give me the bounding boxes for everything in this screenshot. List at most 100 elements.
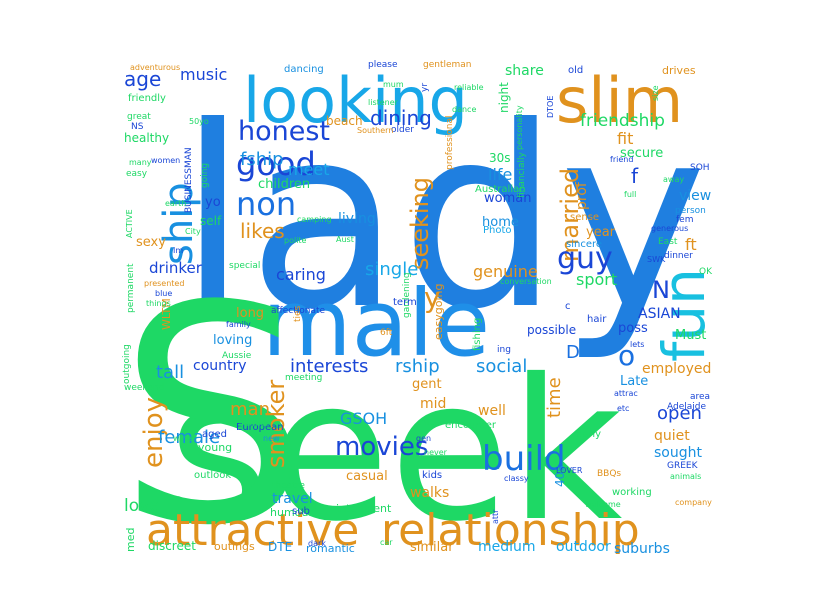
cloud-word-outdoor: outdoor [556,539,611,555]
cloud-word-wine: wine [173,434,192,443]
cloud-word-romantic: romantic [306,542,355,555]
cloud-word-possible: possible [527,323,576,337]
cloud-word-slim: slim [556,64,683,137]
cloud-word-young: young [198,441,232,454]
cloud-word-dark: dark [308,539,326,548]
cloud-word-never: never [424,448,448,457]
cloud-word-new: new [263,434,280,443]
cloud-word-rship: rship [395,356,440,377]
cloud-word-ft: ft [685,235,697,254]
cloud-word-loving: loving [213,333,252,348]
cloud-word-old: old [568,65,583,76]
cloud-word-meet: meet [288,160,330,179]
cloud-word-outgoing: outgoing [122,344,132,384]
cloud-word-im: Im [173,246,183,255]
cloud-word-woman: woman [484,191,531,206]
cloud-word-d: D [566,342,580,363]
cloud-word-dte: DTE [268,540,292,554]
cloud-word-gentleman: gentleman [423,60,472,70]
cloud-word-genuine: genuine [473,262,538,281]
cloud-word-y: y [424,281,441,314]
cloud-word-area: area [690,392,710,402]
cloud-word-outlook: outlook [194,470,231,481]
cloud-word-animals: animals [670,472,701,481]
cloud-word-camping: camping [297,215,332,224]
cloud-word-n: N [652,276,670,304]
cloud-word-photo: Photo [483,225,512,236]
cloud-word-fun: fun [650,268,718,362]
cloud-word-travel: travel [272,491,313,507]
cloud-word-sought: sought [654,445,702,461]
cloud-word-late: Late [620,374,648,389]
cloud-word-classy: classy [504,474,529,483]
cloud-word-greek: GREEK [667,461,699,471]
cloud-word-sub: sub [292,506,310,517]
cloud-word-reliable: reliable [454,83,484,92]
cloud-word-intelligent: intelligent [336,502,392,515]
cloud-word-lady: lady [178,73,707,364]
cloud-word-music: music [180,65,227,84]
cloud-word-enjoy: enjoy [139,397,169,468]
cloud-word-tall: tall [156,362,184,383]
cloud-word-australian: Australian [475,184,526,195]
cloud-word-poss: poss [618,321,648,336]
cloud-word-ship: ship [156,182,202,265]
cloud-word-gent: gent [412,377,442,392]
cloud-word-please: please [368,60,398,70]
cloud-word-businessman: BUSINESSMAN [184,147,194,213]
cloud-word-aged: aged [202,429,227,440]
cloud-word-married: married [556,168,584,262]
cloud-word-earth: earth [165,199,186,208]
cloud-word-permanent: permanent [126,263,136,313]
cloud-word-share: share [505,63,544,79]
cloud-word-hair: hair [587,314,607,325]
cloud-word-kids: kids [422,470,442,481]
cloud-word-likes: likes [240,219,285,243]
cloud-word-presented: presented [144,279,184,288]
cloud-word-yo: yo [205,195,221,210]
cloud-word-50yo: 50yo [189,117,209,126]
cloud-word-meeting: meeting [285,373,322,383]
cloud-word-friendly: friendly [128,93,166,104]
cloud-word-med: med [124,528,137,552]
cloud-word-city: City [185,227,201,236]
cloud-word-sexy: sexy [136,235,166,250]
cloud-word-medium: medium [478,539,536,555]
cloud-word-bbqs: BBQs [597,469,621,479]
cloud-word-f: f [631,164,639,188]
cloud-word-guy: guy [557,241,613,276]
cloud-word-southern: Southern [357,126,393,135]
cloud-word-good: good [236,145,316,183]
cloud-word-male: male [262,270,490,377]
cloud-word-ties: ties [293,305,303,322]
cloud-word-children: children [258,177,310,192]
cloud-word-easygoing: easygoing [432,284,445,340]
cloud-word-special: special [229,261,260,271]
cloud-word-quiet: quiet [654,428,690,444]
cloud-word-mum: mum [383,80,404,89]
cloud-word-financially: financially [517,151,527,198]
cloud-word-asian: ASIAN [638,306,681,322]
cloud-word-man: man [230,399,270,420]
cloud-word-relationship: relationship [381,505,640,556]
cloud-word-adelaide: Adelaide [667,402,706,412]
cloud-word-aussie: Aussie [222,351,252,361]
cloud-word-nice: nice [420,417,441,428]
cloud-word-welcome: welcome [585,500,621,509]
cloud-word-well: well [478,403,506,419]
cloud-word-listener: listener [368,98,399,107]
cloud-word-partner: partner [239,419,269,428]
cloud-word-sport: sport [576,270,617,289]
cloud-word-seek: seek [168,337,623,564]
cloud-word-social: social [476,356,527,377]
cloud-word-ing: ing [497,345,511,355]
cloud-word-dtoe: DTOE [546,96,555,118]
cloud-word-employed: employed [642,361,711,377]
cloud-word-soh: SOH [690,163,710,173]
cloud-word-theatre: theatre [272,481,305,491]
cloud-word-adventurous: adventurous [130,63,180,72]
cloud-word-beach: beach [326,114,363,128]
cloud-word-swk: SWK [647,255,666,264]
cloud-word-encounter: encounter [445,420,497,431]
cloud-word-honest: honest [238,116,330,147]
